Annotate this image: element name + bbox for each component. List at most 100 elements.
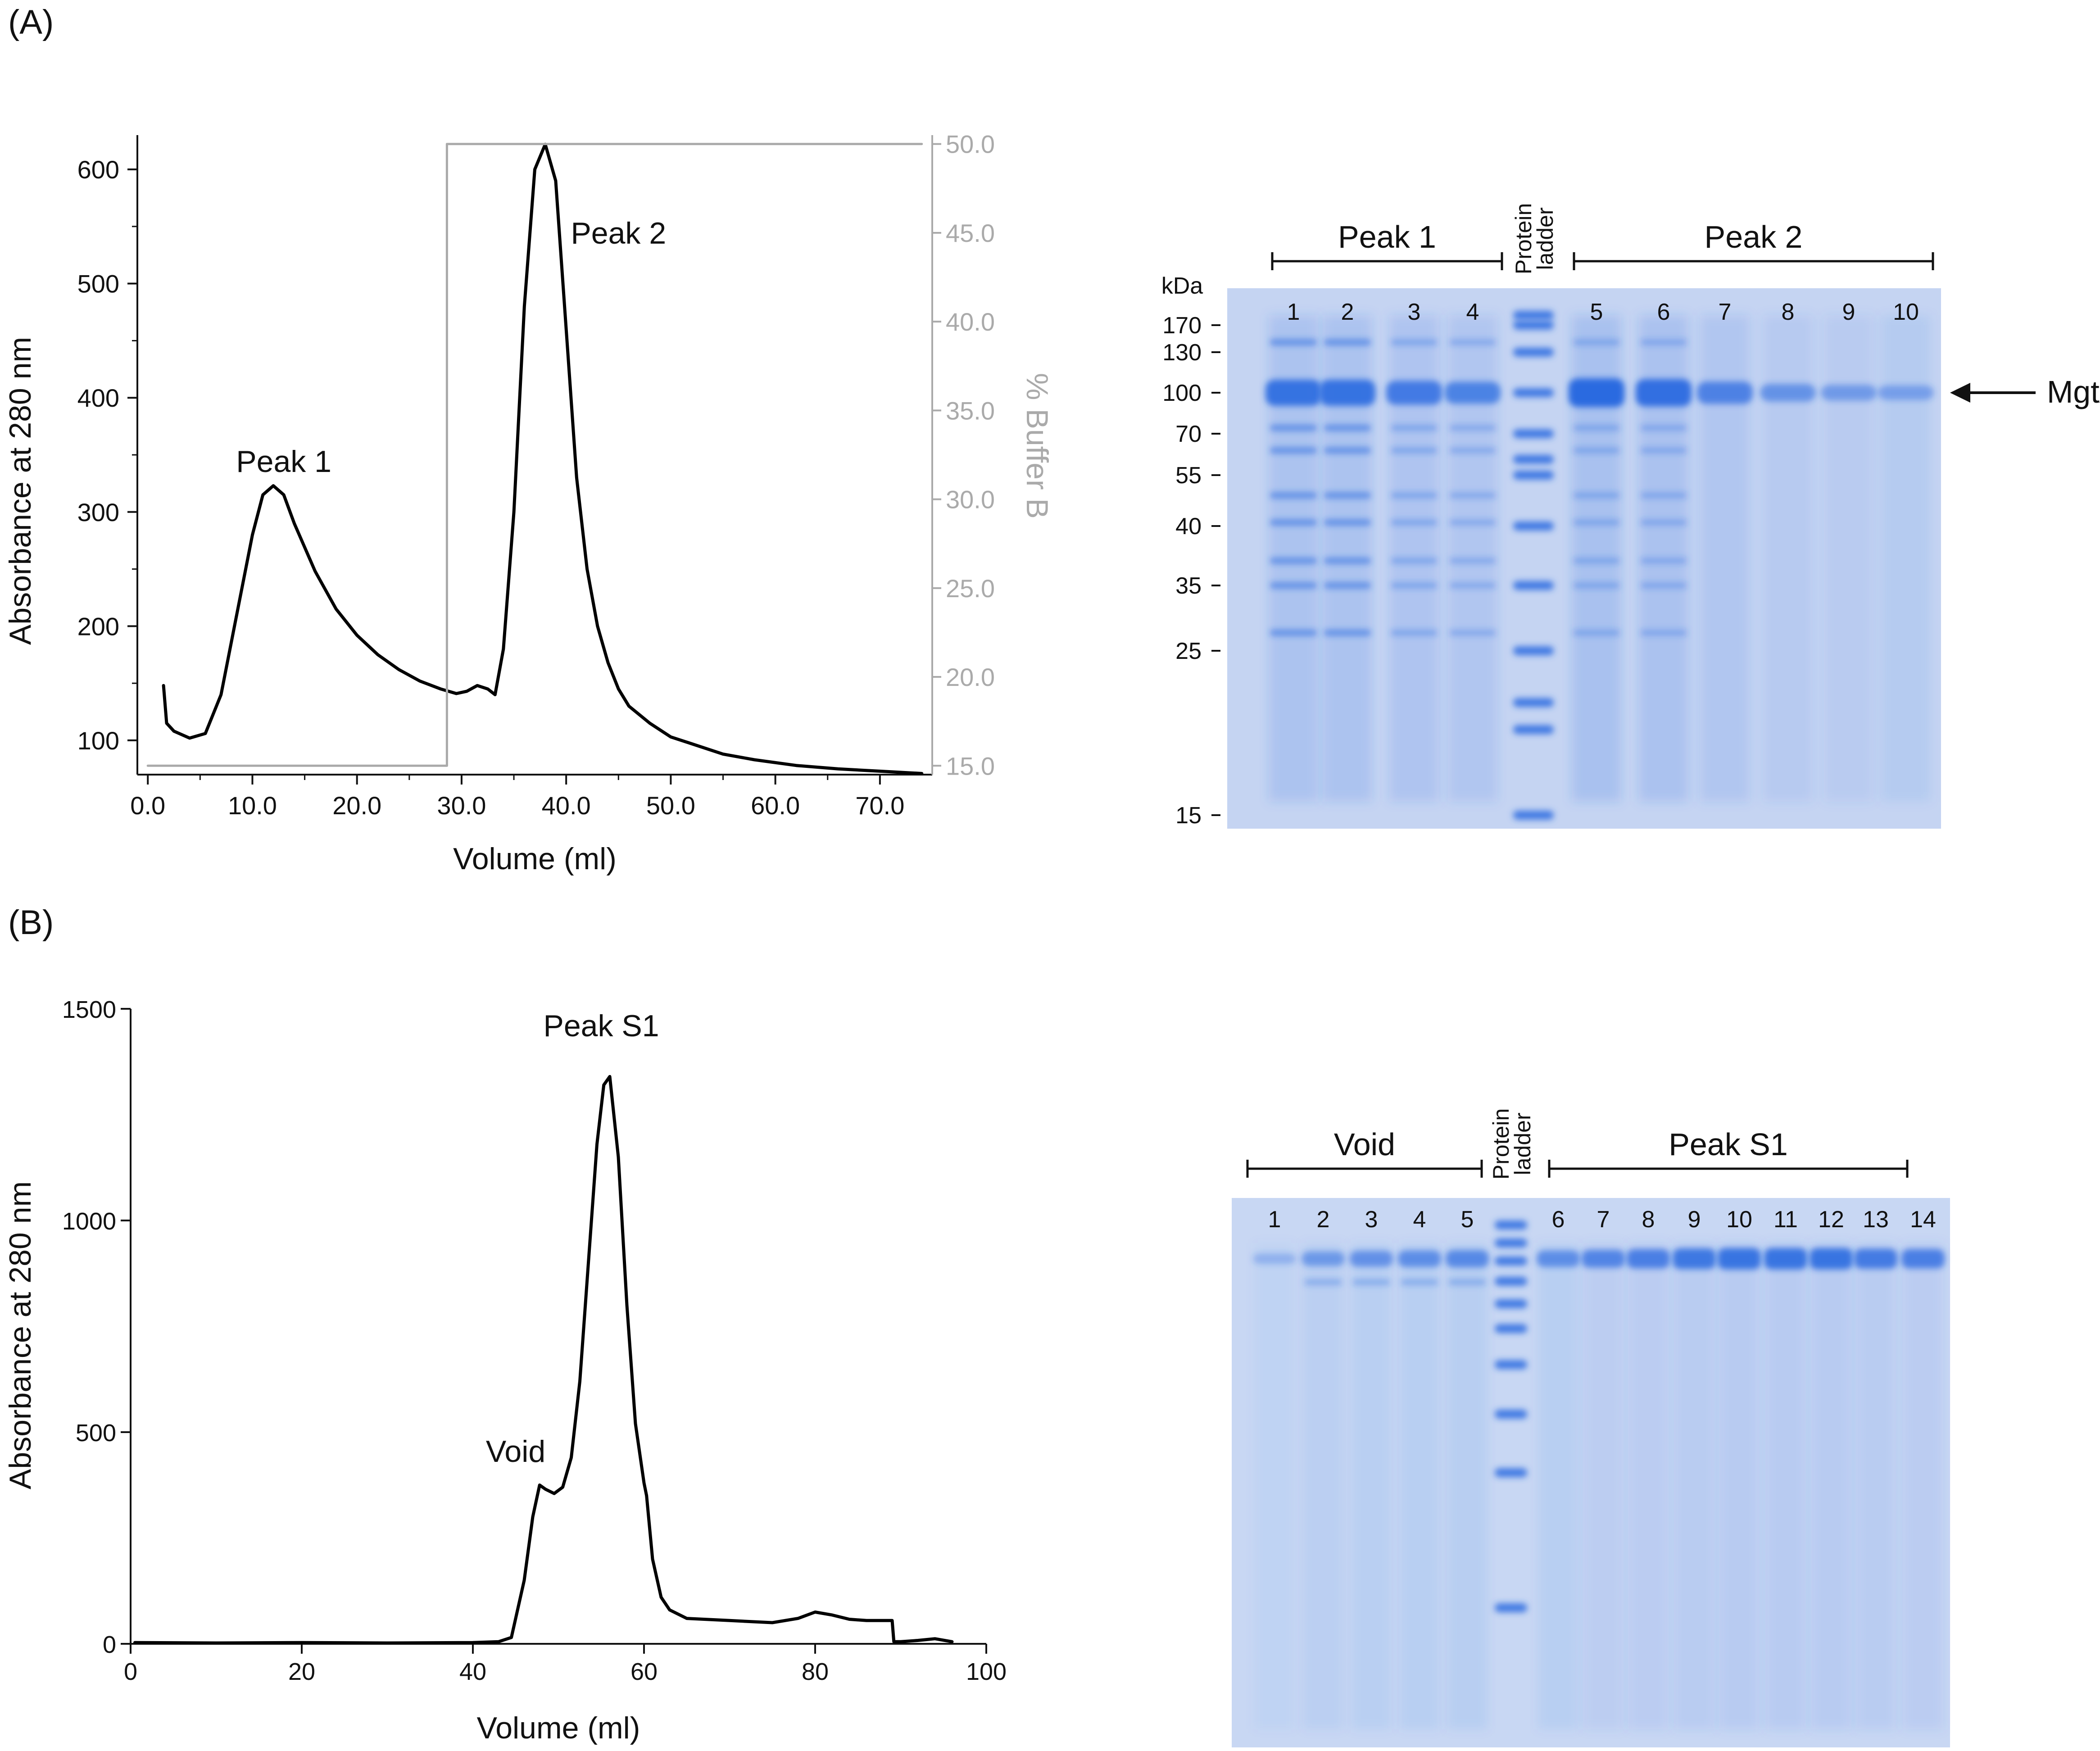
gel-band-minor — [1324, 558, 1371, 564]
y2-tick-label: 15.0 — [946, 752, 995, 780]
gel-ladder-band — [1495, 1324, 1527, 1333]
group-peak2-label: Peak 2 — [1705, 219, 1803, 254]
y-tick-label: 1500 — [62, 996, 116, 1023]
x-tick-label: 40 — [459, 1658, 486, 1685]
gel-ladder-band — [1513, 581, 1554, 590]
gel-band-minor — [1640, 630, 1687, 636]
y-tick-label: 500 — [77, 270, 119, 298]
peak-annotation: Peak 2 — [571, 216, 666, 250]
kda-label: kDa — [1161, 273, 1203, 299]
gel-band-minor — [1449, 425, 1496, 431]
x-tick-label: 100 — [966, 1658, 1007, 1685]
peak-annotation: Void — [486, 1434, 545, 1469]
gel-band-minor — [1573, 630, 1620, 636]
gel-ladder-band — [1513, 429, 1554, 438]
ladder-label-line2: ladder — [1510, 1113, 1535, 1175]
gel-band-main — [1582, 1250, 1625, 1268]
x-tick-label: 30.0 — [437, 791, 486, 820]
gel-band-minor — [1324, 582, 1371, 589]
gel-lane-smear — [1765, 1243, 1806, 1729]
gel-ladder-band — [1513, 811, 1554, 820]
gel-ladder-band — [1495, 1410, 1527, 1419]
gel-lane-smear — [1538, 1243, 1578, 1729]
gel-ladder-band — [1513, 321, 1554, 330]
marker-label: 35 — [1175, 573, 1202, 599]
gel-band-mgta — [1386, 381, 1442, 405]
lane-number: 9 — [1842, 299, 1855, 325]
gel-band-mgta — [1821, 385, 1877, 401]
gel-band-main — [1446, 1250, 1489, 1268]
x-axis-label: Volume (ml) — [477, 1711, 640, 1745]
gel-band-main — [1673, 1248, 1716, 1269]
gel-band-minor — [1449, 492, 1496, 499]
x-tick-label: 10.0 — [228, 791, 277, 820]
gel-band-minor — [1640, 558, 1687, 564]
gel-band-main — [1810, 1248, 1853, 1270]
absorbance-line — [162, 142, 924, 775]
gel-band-minor — [1449, 339, 1496, 345]
lane-number: 14 — [1910, 1207, 1936, 1233]
lane-number: 7 — [1719, 299, 1732, 325]
gel-lane-smear — [1811, 1243, 1851, 1729]
y2-axis-label: % Buffer B — [1020, 373, 1054, 519]
lane-number: 10 — [1726, 1207, 1752, 1233]
gel-band-minor — [1270, 558, 1317, 564]
gel-band-main — [1764, 1248, 1807, 1270]
y-tick-label: 100 — [77, 726, 119, 755]
ladder-label-line1: Protein — [1511, 203, 1536, 274]
gel-band-main — [1398, 1250, 1441, 1267]
lane-number: 5 — [1590, 299, 1603, 325]
x-tick-label: 80 — [802, 1658, 829, 1685]
gel-band-mgta — [1265, 379, 1321, 406]
y-tick-label: 1000 — [62, 1208, 116, 1235]
gel-band-minor — [1640, 492, 1687, 499]
gel-ladder-band — [1495, 1277, 1527, 1286]
gel-band-minor — [1391, 447, 1438, 454]
gel-ladder-band — [1495, 1468, 1527, 1477]
y2-tick-label: 25.0 — [946, 574, 995, 603]
gel-band-main — [1627, 1249, 1670, 1269]
group-peak1-label: Peak 1 — [1338, 219, 1436, 254]
gel-lane-smear — [1303, 1243, 1343, 1729]
gel-band-minor — [1391, 519, 1438, 526]
gel-band-minor — [1640, 425, 1687, 431]
gel-band-minor — [1324, 519, 1371, 526]
gel-band-minor — [1324, 339, 1371, 345]
lane-number: 4 — [1413, 1207, 1426, 1233]
buffer-b-line — [146, 143, 923, 767]
gel-ladder-band — [1495, 1257, 1527, 1266]
gel-band-main — [1718, 1248, 1761, 1270]
gel-ladder-band — [1513, 698, 1554, 707]
gel-band-minor — [1573, 339, 1620, 345]
lane-number: 5 — [1461, 1207, 1474, 1233]
lane-number: 4 — [1466, 299, 1479, 325]
lane-number: 13 — [1863, 1207, 1889, 1233]
marker-label: 55 — [1175, 463, 1202, 489]
gel-band-main — [1854, 1248, 1897, 1269]
x-tick-label: 50.0 — [646, 791, 695, 820]
gel-band-minor — [1449, 447, 1496, 454]
gel-band-main — [1537, 1250, 1580, 1267]
gel-band-main — [1901, 1249, 1945, 1269]
gel-band-minor — [1640, 519, 1687, 526]
lane-number: 1 — [1268, 1207, 1281, 1233]
y-tick-label: 600 — [77, 155, 119, 184]
peak-annotation: Peak S1 — [543, 1009, 659, 1043]
lane-number: 10 — [1893, 299, 1919, 325]
gel-band-minor — [1573, 558, 1620, 564]
y2-tick-label: 40.0 — [946, 308, 995, 336]
gel-band-minor — [1391, 558, 1438, 564]
gel-lane-smear — [1674, 1243, 1714, 1729]
y-tick-label: 300 — [77, 498, 119, 526]
x-axis-label: Volume (ml) — [453, 842, 617, 876]
gel-band-mgta — [1636, 379, 1692, 407]
lane-number: 7 — [1597, 1207, 1610, 1233]
panel-label-b: (B) — [8, 903, 54, 942]
chart-b-axes — [121, 1008, 987, 1654]
marker-label: 170 — [1162, 313, 1202, 339]
gel-band-minor — [1324, 492, 1371, 499]
y-axis-label: Absorbance at 280 nm — [3, 1181, 37, 1489]
gel-lane-smear — [1855, 1243, 1896, 1729]
gel-band-minor — [1449, 630, 1496, 636]
